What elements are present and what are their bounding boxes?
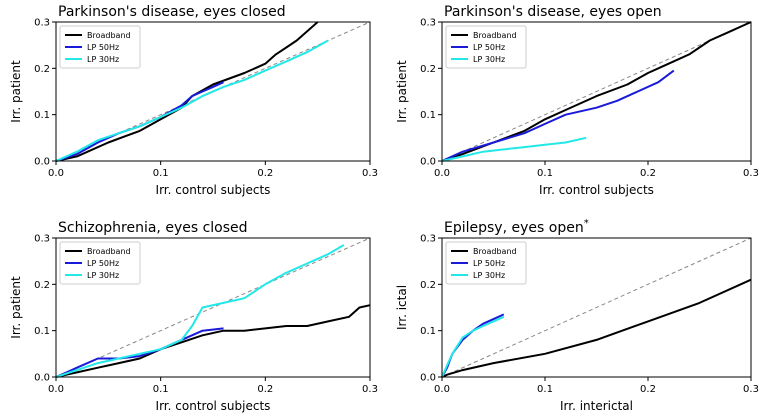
axes-frame	[55, 21, 371, 162]
y-tick-label: 0.3	[34, 18, 50, 29]
legend-label: LP 30Hz	[87, 271, 119, 280]
y-tick-label: 0.1	[34, 110, 50, 121]
y-tick-label: 0.2	[34, 280, 50, 291]
series-line-lp-50hz	[55, 327, 224, 378]
y-axis-label: Irr. ictal	[395, 285, 409, 330]
y-tick-label: 0.2	[420, 280, 436, 291]
x-axis-label: Irr. control subjects	[156, 399, 271, 413]
x-tick-label: 0.0	[434, 384, 450, 395]
x-tick-label: 0.3	[362, 168, 378, 179]
x-tick-label: 0.3	[743, 384, 759, 395]
series-line-broadband	[441, 278, 752, 378]
axes-frame	[441, 21, 752, 162]
x-tick-label: 0.3	[362, 384, 378, 395]
legend-label: LP 30Hz	[473, 55, 505, 64]
series-line-broadband	[55, 304, 371, 378]
y-axis-label: Irr. patient	[9, 276, 23, 339]
y-tick-label: 0.0	[420, 373, 436, 384]
legend-label: LP 30Hz	[87, 55, 119, 64]
legend-box	[445, 25, 527, 69]
legend-label: Broadband	[87, 31, 131, 40]
y-tick-label: 0.2	[420, 64, 436, 75]
legend-box	[59, 25, 141, 69]
series-line-broadband	[55, 21, 319, 162]
legend-label: LP 30Hz	[473, 271, 505, 280]
axes-frame	[441, 237, 752, 378]
legend-label: LP 50Hz	[473, 259, 505, 268]
legend-label: Broadband	[473, 247, 517, 256]
series-line-lp-30hz	[55, 39, 329, 162]
y-tick-label: 0.0	[34, 157, 50, 168]
x-tick-label: 0.2	[640, 168, 656, 179]
x-tick-label: 0.1	[153, 384, 169, 395]
x-tick-label: 0.0	[434, 168, 450, 179]
x-tick-label: 0.3	[743, 168, 759, 179]
legend-label: LP 50Hz	[87, 43, 119, 52]
legend-box	[445, 241, 527, 285]
y-tick-label: 0.3	[420, 18, 436, 29]
x-axis-label: Irr. control subjects	[156, 183, 271, 197]
x-tick-label: 0.1	[537, 168, 553, 179]
y-tick-label: 0.0	[34, 373, 50, 384]
x-axis-label: Irr. control subjects	[539, 183, 654, 197]
legend-label: Broadband	[87, 247, 131, 256]
chart-title-superscript: *	[584, 218, 589, 229]
chart-panel-1: Parkinson's disease, eyes closed 0.0 0.1 0.…	[9, 4, 378, 197]
chart-title: Epilepsy, eyes open*	[444, 218, 589, 236]
y-tick-label: 0.3	[420, 234, 436, 245]
diagonal-reference-line	[55, 237, 371, 378]
x-tick-label: 0.1	[537, 384, 553, 395]
x-tick-label: 0.0	[48, 168, 64, 179]
x-axis-label: Irr. interictal	[560, 399, 633, 413]
y-tick-label: 0.1	[34, 326, 50, 337]
chart-title: Schizophrenia, eyes closed	[58, 220, 248, 236]
legend-box	[59, 241, 141, 285]
chart-panel-2: Parkinson's disease, eyes open 0.0 0.1 0.2 0…	[395, 4, 759, 197]
y-tick-label: 0.2	[34, 64, 50, 75]
diagonal-reference-line	[441, 21, 752, 162]
chart-title: Parkinson's disease, eyes closed	[58, 4, 286, 20]
chart-panel-3: Schizophrenia, eyes closed 0.0 0.1 0.2 0.3 0.…	[9, 220, 378, 413]
series-line-lp-50hz	[441, 69, 675, 162]
chart-panel-4: Epilepsy, eyes open* 0.0 0.1 0.2 0.3 0.0 0.1 0.…	[395, 218, 759, 413]
y-tick-label: 0.0	[420, 157, 436, 168]
x-tick-label: 0.2	[257, 168, 273, 179]
x-tick-label: 0.1	[153, 168, 169, 179]
y-tick-label: 0.1	[420, 326, 436, 337]
y-axis-label: Irr. patient	[395, 60, 409, 123]
legend: Broadband LP 50Hz LP 30Hz	[445, 241, 527, 285]
chart-title: Parkinson's disease, eyes open	[444, 4, 662, 20]
legend-label: Broadband	[473, 31, 517, 40]
series-line-lp-30hz	[441, 136, 587, 162]
diagonal-reference-line	[441, 237, 752, 378]
series-line-lp-30hz	[55, 244, 345, 378]
y-tick-label: 0.1	[420, 110, 436, 121]
axes-frame	[55, 237, 371, 378]
legend-label: LP 50Hz	[87, 259, 119, 268]
x-tick-label: 0.2	[640, 384, 656, 395]
series-line-lp-30hz	[441, 315, 505, 378]
x-tick-label: 0.0	[48, 384, 64, 395]
x-tick-label: 0.2	[257, 384, 273, 395]
legend: Broadband LP 50Hz LP 30Hz	[59, 25, 141, 69]
y-axis-label: Irr. patient	[9, 60, 23, 123]
legend: Broadband LP 50Hz LP 30Hz	[445, 25, 527, 69]
legend-label: LP 50Hz	[473, 43, 505, 52]
legend: Broadband LP 50Hz LP 30Hz	[59, 241, 141, 285]
y-tick-label: 0.3	[34, 234, 50, 245]
